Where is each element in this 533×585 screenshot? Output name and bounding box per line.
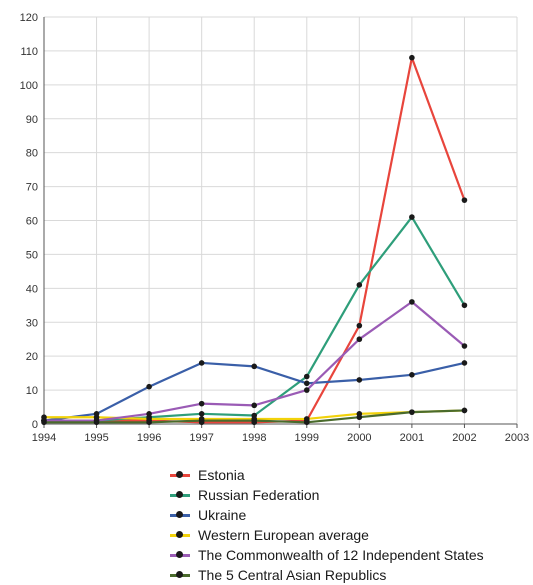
x-tick-label: 1997 <box>189 432 213 444</box>
data-point <box>303 380 310 387</box>
data-point <box>198 400 205 407</box>
data-point <box>41 419 47 426</box>
legend-label: The 5 Central Asian Republics <box>198 567 387 583</box>
y-tick-label: 0 <box>32 419 38 431</box>
y-tick-label: 70 <box>26 182 38 194</box>
data-point <box>356 322 363 329</box>
y-tick-label: 60 <box>26 216 38 228</box>
y-tick-label: 10 <box>26 385 38 397</box>
legend-item: Western European average <box>168 525 484 545</box>
data-point <box>303 419 310 426</box>
x-tick-label: 1996 <box>137 432 161 444</box>
data-point <box>146 411 152 417</box>
x-tick-label: 2003 <box>505 432 529 444</box>
data-point <box>461 302 468 309</box>
x-tick-label: 1998 <box>242 432 266 444</box>
y-tick-label: 110 <box>20 46 38 58</box>
data-point <box>198 360 205 366</box>
legend-swatch <box>168 489 192 501</box>
data-point <box>409 54 415 61</box>
x-tick-label: 1999 <box>295 432 319 444</box>
data-point <box>409 299 415 305</box>
legend-swatch <box>168 569 192 581</box>
data-point <box>356 282 363 288</box>
series-layer <box>41 54 468 426</box>
y-tick-label: 100 <box>20 80 38 92</box>
x-tick-label: 2000 <box>347 432 371 444</box>
data-point <box>251 417 258 424</box>
data-point <box>146 419 152 426</box>
data-point <box>356 377 363 383</box>
data-point <box>356 414 363 421</box>
legend-label: The Commonwealth of 12 Independent State… <box>198 547 484 563</box>
data-point <box>356 336 363 343</box>
legend-swatch <box>168 529 192 541</box>
axes <box>43 17 518 428</box>
legend-item: Russian Federation <box>168 485 484 505</box>
data-point <box>461 343 468 349</box>
y-tick-label: 20 <box>26 351 38 363</box>
legend-item: The Commonwealth of 12 Independent State… <box>168 545 484 565</box>
data-point <box>409 409 415 415</box>
y-tick-label: 50 <box>26 249 38 261</box>
data-point <box>146 383 152 390</box>
data-point <box>461 407 468 414</box>
legend-label: Estonia <box>198 467 245 483</box>
data-point <box>409 372 415 378</box>
legend-swatch <box>168 469 192 481</box>
series-5 <box>41 407 468 426</box>
legend-item: Ukraine <box>168 505 484 525</box>
data-point <box>198 411 205 417</box>
data-point <box>198 417 205 424</box>
data-point <box>251 363 258 370</box>
y-tick-label: 90 <box>26 114 38 126</box>
legend-label: Russian Federation <box>198 487 320 503</box>
legend-swatch <box>168 549 192 561</box>
legend-item: Estonia <box>168 465 484 485</box>
legend-label: Ukraine <box>198 507 247 523</box>
data-point <box>409 214 415 220</box>
x-tick-label: 1994 <box>32 432 56 444</box>
x-tick-label: 1995 <box>84 432 108 444</box>
legend-swatch <box>168 509 192 521</box>
tick-labels: 0 10 20 30 40 50 60 70 80 90 100 110 120 1994 1995 1996… <box>20 12 530 444</box>
data-point <box>303 373 310 380</box>
y-tick-label: 120 <box>20 12 38 24</box>
data-point <box>461 360 468 366</box>
grid <box>43 16 518 425</box>
data-point <box>461 197 468 203</box>
legend-item: The 5 Central Asian Republics <box>168 565 484 585</box>
data-point <box>251 402 258 409</box>
data-point <box>93 419 100 426</box>
y-tick-label: 40 <box>26 283 38 295</box>
line-chart: 0 10 20 30 40 50 60 70 80 90 100 110 120 1994 1995 1996… <box>20 12 530 444</box>
x-tick-label: 2002 <box>452 432 476 444</box>
data-point <box>303 387 310 393</box>
legend: Estonia Russian Federation Ukraine Western … <box>168 465 484 585</box>
y-tick-label: 80 <box>26 148 38 160</box>
legend-label: Western European average <box>198 527 369 543</box>
y-tick-label: 30 <box>26 317 38 329</box>
x-tick-label: 2001 <box>400 432 424 444</box>
